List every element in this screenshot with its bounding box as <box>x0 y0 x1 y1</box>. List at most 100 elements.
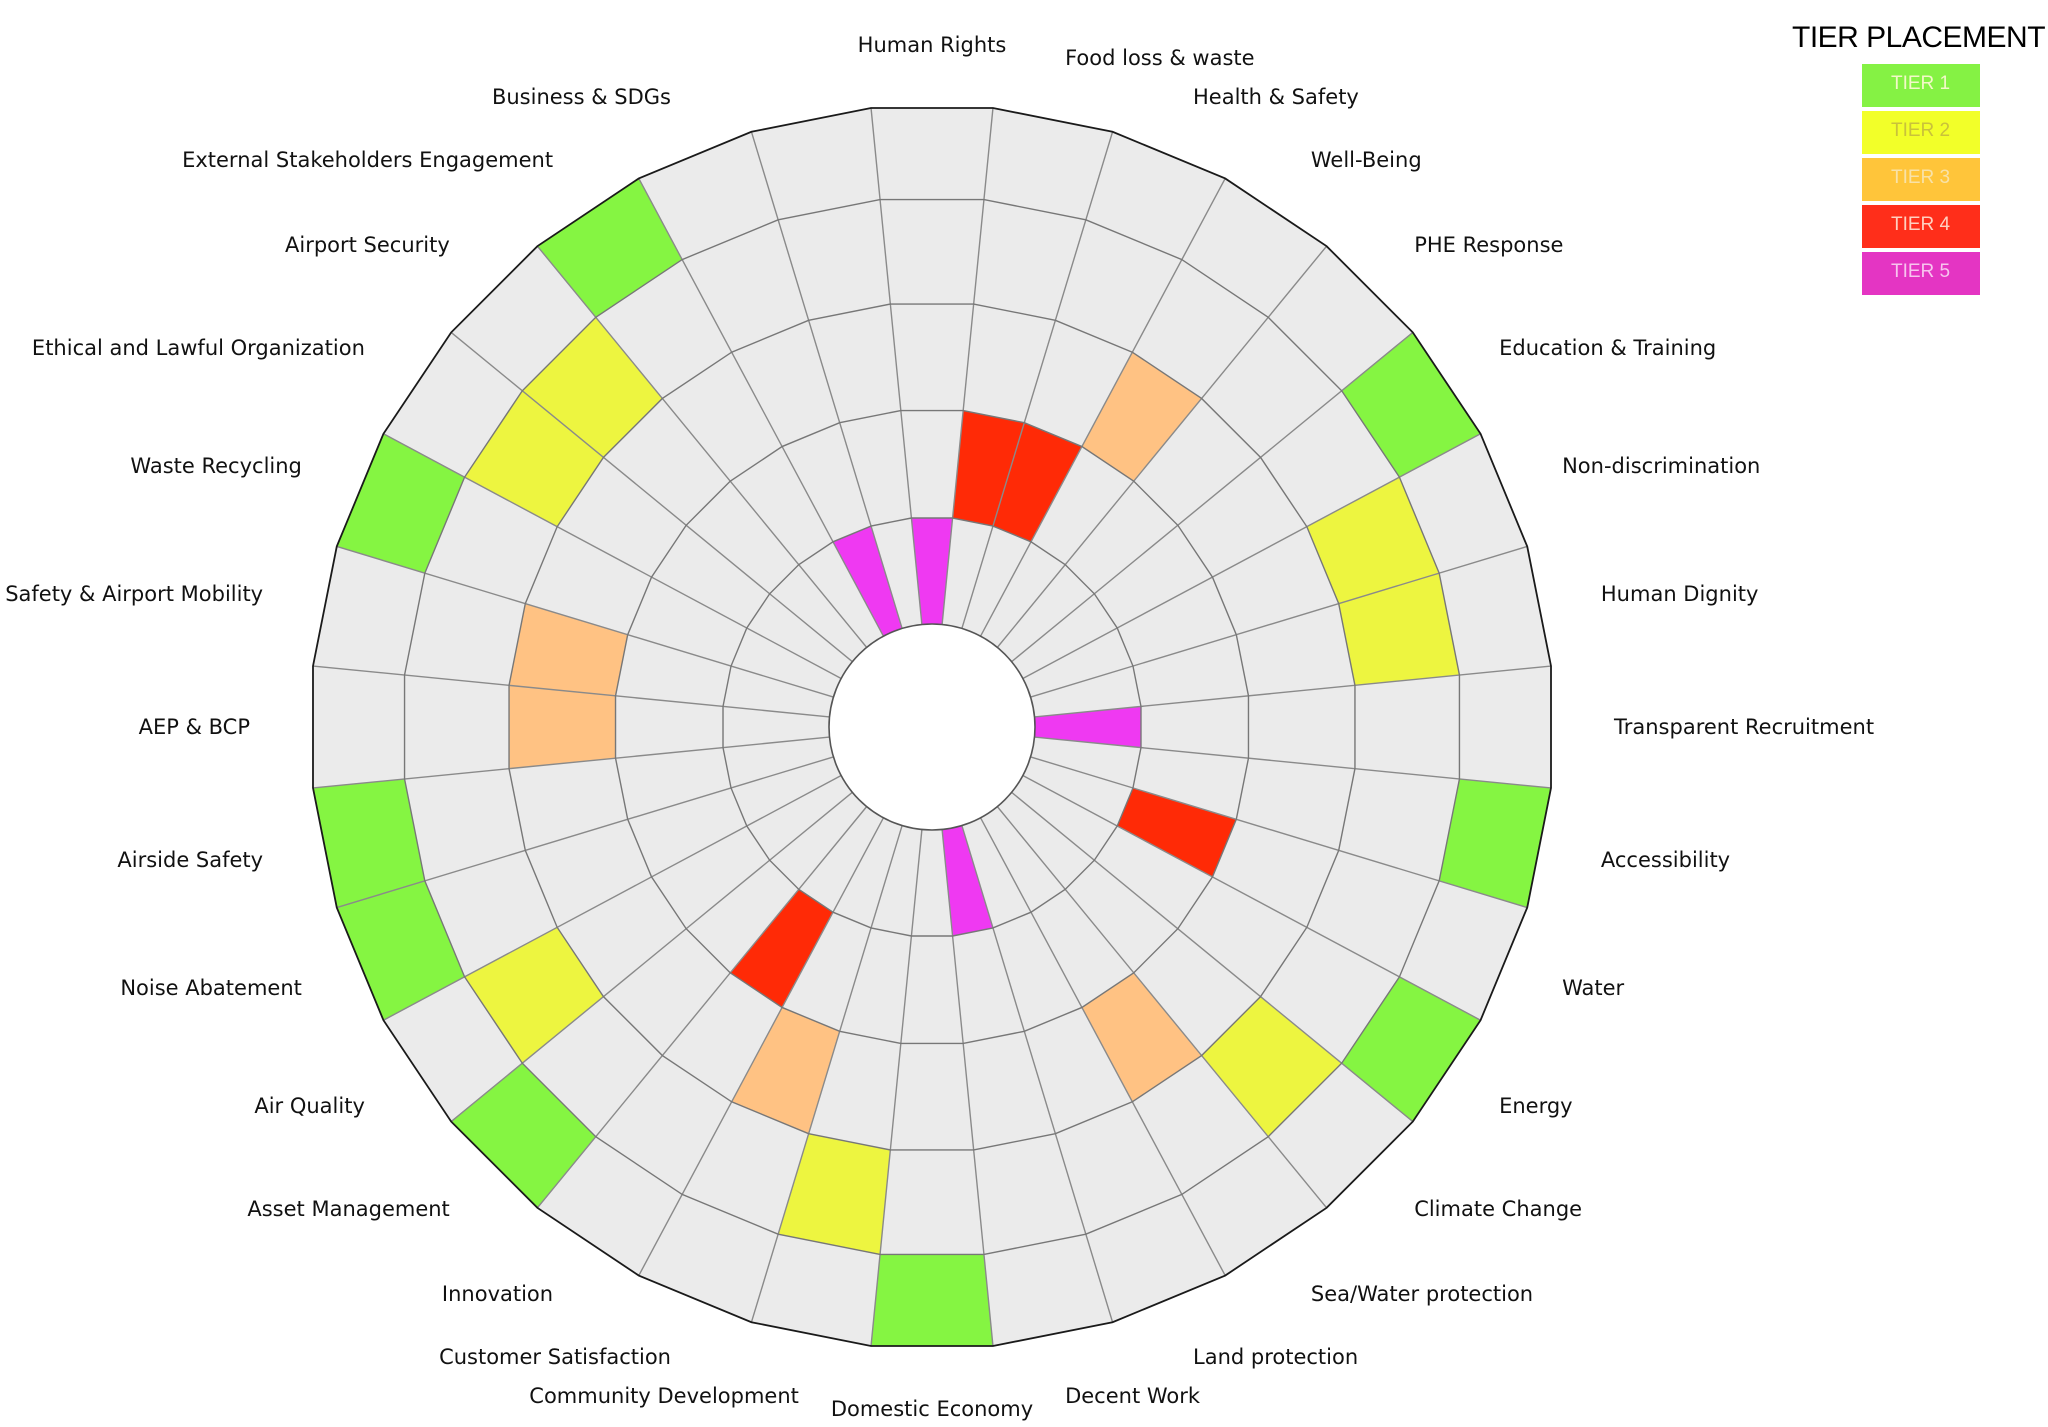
category-label: Climate Change <box>1414 1197 1582 1221</box>
empty-cell <box>1260 390 1400 527</box>
empty-cell <box>1094 825 1213 929</box>
empty-cell <box>312 666 405 788</box>
empty-cell <box>782 912 872 1032</box>
empty-cell <box>1177 876 1307 997</box>
empty-cell <box>1011 593 1118 679</box>
sector-divider <box>536 806 868 1209</box>
empty-cell <box>973 199 1086 321</box>
category-label: Waste Recycling <box>130 454 301 478</box>
empty-cell <box>731 320 840 447</box>
tier-cell <box>1201 996 1342 1137</box>
tier-cell <box>1081 972 1202 1102</box>
empty-cell <box>1024 320 1133 447</box>
empty-cell <box>1212 526 1339 635</box>
empty-cell <box>1132 259 1269 399</box>
empty-cell <box>1024 1007 1133 1134</box>
empty-cell <box>615 695 724 759</box>
tier-cell <box>509 685 616 769</box>
sector-divider <box>750 825 903 1323</box>
empty-cell <box>557 457 687 578</box>
category-label: External Stakeholders Engagement <box>182 148 553 172</box>
category-label: Air Quality <box>254 1094 365 1118</box>
empty-cell <box>383 976 523 1122</box>
sector-divider <box>996 245 1328 648</box>
category-label: Community Development <box>529 1384 799 1408</box>
empty-cell <box>662 352 783 482</box>
empty-cell <box>662 972 783 1102</box>
sector-divider <box>979 817 1226 1276</box>
empty-cell <box>1268 246 1413 391</box>
empty-cell <box>1140 695 1249 759</box>
tier-cell <box>1341 332 1481 478</box>
empty-cell <box>723 737 834 788</box>
empty-cell <box>952 927 1025 1044</box>
sector-divider <box>383 433 842 680</box>
category-label: Domestic Economy <box>831 1397 1033 1421</box>
empty-cell <box>1236 603 1355 696</box>
empty-cell <box>1133 398 1261 526</box>
category-label: Energy <box>1499 1094 1573 1118</box>
empty-cell <box>880 199 984 305</box>
empty-cell <box>595 259 732 399</box>
chart-rings <box>312 107 1552 1347</box>
tier-cell <box>312 778 425 908</box>
legend-swatch <box>1862 158 1980 201</box>
sector-divider <box>1022 433 1481 680</box>
empty-cell <box>746 593 853 679</box>
sector-divider <box>638 178 885 637</box>
sector-divider <box>750 131 903 629</box>
empty-cell <box>537 1136 683 1276</box>
empty-cell <box>723 706 830 748</box>
sector-divider <box>336 756 834 909</box>
category-label: Well-Being <box>1311 148 1422 172</box>
empty-cell <box>1132 634 1249 707</box>
ring-boundary <box>614 409 1250 1045</box>
category-label: Asset Management <box>247 1197 449 1221</box>
empty-cell <box>769 792 867 890</box>
category-label: Health & Safety <box>1193 85 1359 109</box>
sector-divider <box>312 665 830 718</box>
sector-divider <box>941 829 994 1347</box>
empty-cell <box>1030 446 1134 565</box>
empty-cell <box>638 131 779 260</box>
empty-cell <box>404 573 526 686</box>
sector-divider <box>1022 774 1481 1021</box>
empty-cell <box>900 935 964 1044</box>
empty-cell <box>880 1149 984 1255</box>
empty-cell <box>615 747 732 820</box>
category-label: Landside Safety & Airport Mobility <box>0 582 263 606</box>
legend-swatch <box>1862 111 1980 154</box>
empty-cell <box>808 304 901 423</box>
sector-divider <box>979 178 1226 637</box>
empty-cell <box>525 526 652 635</box>
sector-divider <box>450 791 853 1123</box>
empty-cell <box>595 1055 732 1195</box>
empty-cell <box>1085 1194 1226 1323</box>
sector-divider <box>1011 791 1414 1123</box>
sector-divider <box>1034 736 1552 789</box>
empty-cell <box>404 768 526 881</box>
tier-cell <box>833 526 903 637</box>
empty-cell <box>1338 768 1460 881</box>
empty-cell <box>961 817 1031 928</box>
ring-boundary <box>403 198 1461 1256</box>
empty-cell <box>778 199 891 321</box>
sector-divider <box>870 829 923 1347</box>
empty-cell <box>1117 577 1237 667</box>
sector-divider <box>383 774 842 1021</box>
sector-divider <box>312 736 830 789</box>
empty-cell <box>686 860 799 973</box>
empty-cell <box>980 541 1066 648</box>
sector-divider <box>1030 756 1528 909</box>
empty-cell <box>751 107 881 220</box>
sector-divider <box>961 825 1114 1323</box>
empty-cell <box>1354 675 1460 779</box>
sector-divider <box>996 806 1328 1209</box>
tier-cell <box>464 927 604 1064</box>
legend-swatch <box>1862 252 1980 295</box>
empty-cell <box>312 546 425 676</box>
empty-cell <box>651 525 770 629</box>
tier-cell <box>942 825 993 936</box>
empty-cell <box>1399 880 1528 1021</box>
